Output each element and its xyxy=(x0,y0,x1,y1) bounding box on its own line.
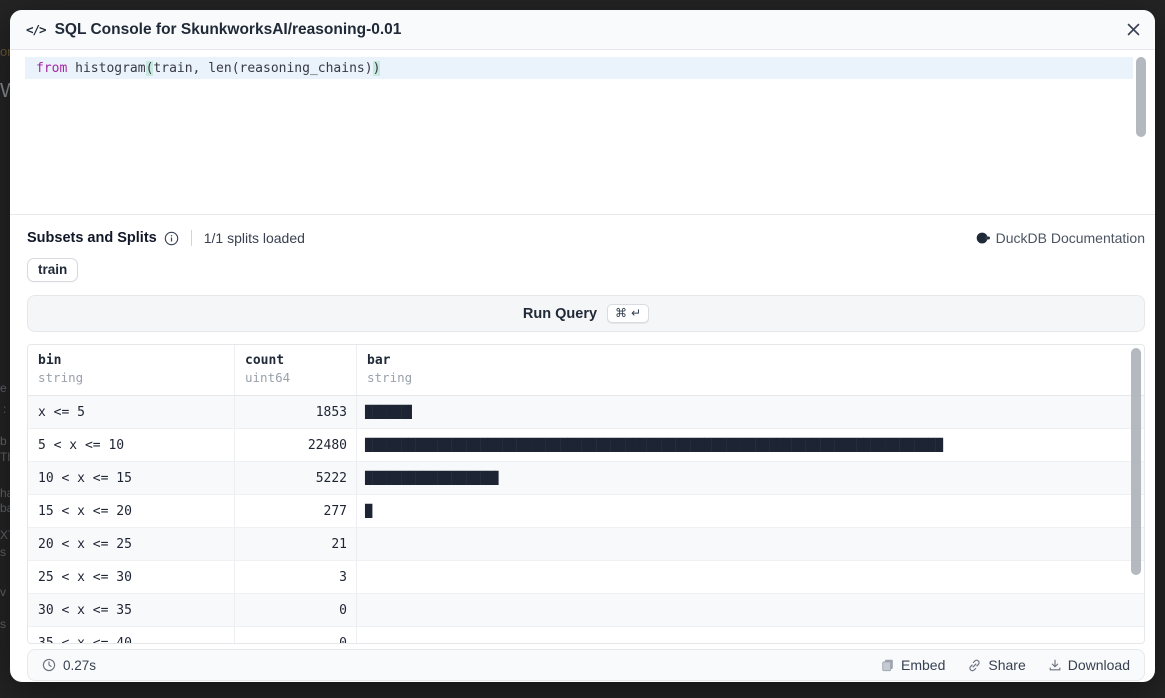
modal-title: SQL Console for SkunkworksAI/reasoning-0… xyxy=(54,20,402,38)
code-token-plain: histogram xyxy=(67,60,146,76)
count-cell: 0 xyxy=(235,594,357,626)
backdrop-text-fragment: v xyxy=(0,585,6,599)
query-duration: 0.27s xyxy=(42,658,96,673)
bin-cell: 35 < x <= 40 xyxy=(28,627,235,643)
share-label: Share xyxy=(988,657,1026,673)
table-row[interactable]: x <= 5 1853 ██████▌ xyxy=(28,396,1144,429)
duckdb-icon xyxy=(976,232,990,244)
sql-console-modal: </> SQL Console for SkunkworksAI/reasoni… xyxy=(10,10,1155,682)
run-query-label: Run Query xyxy=(522,305,598,322)
backdrop-text-fragment: s xyxy=(0,545,6,559)
bin-cell: 30 < x <= 35 xyxy=(28,594,235,626)
column-type: string xyxy=(38,370,84,385)
code-icon: </> xyxy=(26,22,47,37)
table-row[interactable]: 35 < x <= 40 0 xyxy=(28,627,1144,643)
table-row[interactable]: 25 < x <= 30 3 xyxy=(28,561,1144,594)
divider xyxy=(190,230,192,246)
run-query-button[interactable]: Run Query ⌘ ↵ xyxy=(27,295,1145,332)
editor-scrollbar[interactable] xyxy=(1136,57,1146,137)
close-icon[interactable] xyxy=(1126,22,1141,37)
bin-cell: 15 < x <= 20 xyxy=(28,495,235,527)
column-name: bar xyxy=(367,353,391,368)
table-body: x <= 5 1853 ██████▌ 5 < x <= 10 22480 ███████… xyxy=(28,396,1144,643)
bar-cell xyxy=(357,627,1144,643)
count-cell: 5222 xyxy=(235,462,357,494)
table-row[interactable]: 15 < x <= 20 277 █ xyxy=(28,495,1144,528)
code-line[interactable]: from histogram(train, len(reasoning_chai… xyxy=(25,57,1133,79)
bar-cell xyxy=(357,528,1144,560)
embed-button[interactable]: Embed xyxy=(881,657,945,673)
count-cell: 0 xyxy=(235,627,357,643)
modal-footer: 0.27s Embed Share Download xyxy=(27,649,1145,681)
backdrop-text-fragment: e xyxy=(0,381,7,395)
column-header-bar[interactable]: bar string xyxy=(357,345,1144,395)
column-type: uint64 xyxy=(245,370,291,385)
table-scrollbar[interactable] xyxy=(1131,348,1141,575)
split-chips: train xyxy=(27,258,1145,282)
bar-cell: █ xyxy=(365,504,373,518)
footer-actions: Embed Share Download xyxy=(881,657,1130,673)
subsets-title: Subsets and Splits xyxy=(27,230,157,246)
modal-header: </> SQL Console for SkunkworksAI/reasoni… xyxy=(10,10,1155,50)
column-name: bin xyxy=(38,353,62,368)
code-token-plain: train, len(reasoning_chains) xyxy=(153,60,373,76)
bar-cell xyxy=(357,594,1144,626)
duckdb-doc-label: DuckDB Documentation xyxy=(995,230,1145,246)
bar-cell: ████████████████████████████████████████… xyxy=(365,438,943,452)
keyboard-shortcut-badge: ⌘ ↵ xyxy=(607,304,650,323)
split-chip-train[interactable]: train xyxy=(27,258,79,282)
clipboard-icon xyxy=(882,659,893,672)
cmd-key-icon: ⌘ xyxy=(615,306,628,320)
column-name: count xyxy=(245,353,285,368)
table-header: bin string count uint64 bar string xyxy=(28,345,1144,396)
info-icon[interactable] xyxy=(164,231,179,246)
count-cell: 3 xyxy=(235,561,357,593)
console-body: Subsets and Splits 1/1 splits loaded Duc… xyxy=(10,215,1155,682)
table-row[interactable]: 10 < x <= 15 5222 ██████████████████▌ xyxy=(28,462,1144,495)
code-token-bracket: ) xyxy=(372,60,381,76)
link-icon xyxy=(969,659,980,671)
code-token-bracket: ( xyxy=(145,60,154,76)
bar-cell: ██████████████████▌ xyxy=(365,471,503,485)
download-label: Download xyxy=(1067,657,1130,673)
backdrop-text-fragment: s xyxy=(0,617,6,631)
bin-cell: 20 < x <= 25 xyxy=(28,528,235,560)
bin-cell: 25 < x <= 30 xyxy=(28,561,235,593)
download-icon xyxy=(1049,659,1061,671)
sql-editor[interactable]: from histogram(train, len(reasoning_chai… xyxy=(10,50,1155,215)
splits-loaded-text: 1/1 splits loaded xyxy=(203,230,305,246)
table-row[interactable]: 5 < x <= 10 22480 ████████████████████████… xyxy=(28,429,1144,462)
table-row[interactable]: 20 < x <= 25 21 xyxy=(28,528,1144,561)
duckdb-doc-link[interactable]: DuckDB Documentation xyxy=(976,230,1145,246)
count-cell: 22480 xyxy=(235,429,357,461)
clock-icon xyxy=(42,658,56,672)
column-header-count[interactable]: count uint64 xyxy=(235,345,357,395)
duration-value: 0.27s xyxy=(63,657,97,673)
share-button[interactable]: Share xyxy=(967,657,1026,673)
download-button[interactable]: Download xyxy=(1048,657,1130,673)
bar-cell xyxy=(357,561,1144,593)
count-cell: 1853 xyxy=(235,396,357,428)
backdrop-text-fragment: : xyxy=(3,402,7,416)
bar-cell: ██████▌ xyxy=(365,405,416,419)
table-row[interactable]: 30 < x <= 35 0 xyxy=(28,594,1144,627)
bin-cell: x <= 5 xyxy=(28,396,235,428)
embed-label: Embed xyxy=(901,657,946,673)
results-table: bin string count uint64 bar string x <= … xyxy=(27,344,1145,644)
code-token-keyword: from xyxy=(36,60,68,76)
bin-cell: 10 < x <= 15 xyxy=(28,462,235,494)
bin-cell: 5 < x <= 10 xyxy=(28,429,235,461)
count-cell: 21 xyxy=(235,528,357,560)
count-cell: 277 xyxy=(235,495,357,527)
column-header-bin[interactable]: bin string xyxy=(28,345,235,395)
enter-key-icon: ↵ xyxy=(631,306,642,320)
backdrop-text-fragment: b xyxy=(0,434,7,448)
column-type: string xyxy=(367,370,413,385)
subsets-row: Subsets and Splits 1/1 splits loaded Duc… xyxy=(27,227,1145,249)
